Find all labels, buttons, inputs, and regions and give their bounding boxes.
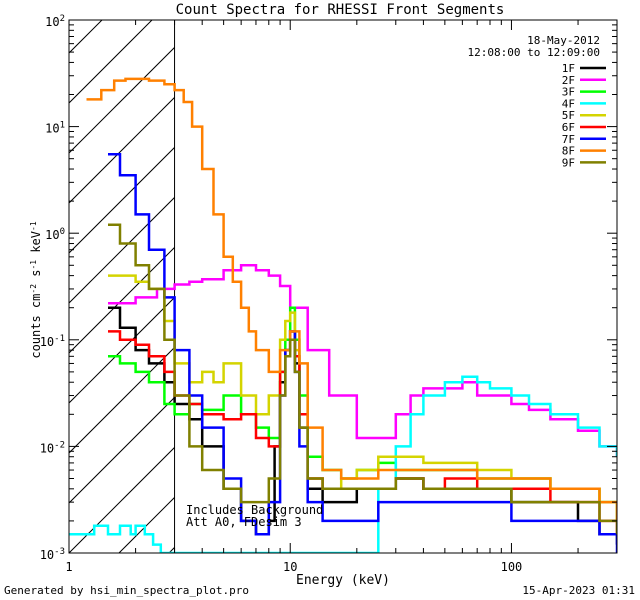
legend-label-2f: 2F	[562, 74, 575, 87]
hatch-line	[69, 396, 175, 504]
hatch-line	[369, 20, 640, 553]
legend-label-9f: 9F	[562, 156, 575, 169]
hatch-line	[419, 20, 640, 553]
hatch-line	[319, 20, 640, 553]
y-tick-label: 100	[45, 227, 65, 242]
hatch-line	[269, 20, 640, 553]
series-2f	[108, 264, 617, 457]
hatch-line	[69, 446, 175, 553]
series-5f	[108, 274, 617, 521]
y-axis-ticks: 10-3 10-2 10-1 100 101 102	[40, 14, 617, 562]
annotation-line-2: Att A0, FDesim 3	[186, 515, 302, 529]
x-axis-label: Energy (keV)	[296, 573, 390, 588]
legend-label-7f: 7F	[562, 133, 575, 146]
hatch-line	[69, 96, 175, 204]
chart-title: Count Spectra for RHESSI Front Segments	[176, 2, 505, 18]
legend-label-1f: 1F	[562, 62, 575, 75]
hatch-line	[0, 20, 52, 553]
hatch-line	[69, 146, 175, 254]
series-9f	[108, 223, 617, 535]
annotation-line-1: Includes Background	[186, 503, 323, 517]
series-6f	[108, 330, 617, 535]
plot-frame	[68, 19, 618, 554]
legend-label-8f: 8F	[562, 145, 575, 158]
hatch-line	[69, 346, 175, 454]
hatch-line	[69, 196, 175, 304]
series-4f	[69, 375, 617, 553]
header-time-range: 12:08:00 to 12:09:00	[468, 46, 600, 59]
y-tick-label: 101	[45, 121, 65, 136]
y-tick-label: 10-1	[40, 334, 65, 349]
series-8f	[86, 77, 617, 521]
hatch-line	[69, 46, 175, 154]
x-axis-ticks: 1 10 100	[65, 20, 618, 574]
series-7f	[108, 153, 617, 553]
legend-label-5f: 5F	[562, 109, 575, 122]
hatch-line	[0, 20, 2, 553]
header-date: 18-May-2012	[527, 34, 600, 47]
y-axis-label: counts cm-2 s-1 keV-1	[29, 221, 44, 358]
series-1f	[108, 306, 617, 545]
legend-label-3f: 3F	[562, 86, 575, 99]
footer-left: Generated by hsi_min_spectra_plot.pro	[4, 584, 249, 597]
legend-label-4f: 4F	[562, 97, 575, 110]
footer-right: 15-Apr-2023 01:31	[522, 584, 635, 597]
hatch-line	[69, 246, 175, 354]
y-tick-label: 102	[45, 14, 65, 29]
x-tick-label: 10	[283, 560, 297, 574]
hatch-line	[69, 296, 175, 404]
hatch-line	[69, 20, 153, 104]
series-lines	[69, 77, 617, 553]
legend-label-6f: 6F	[562, 121, 575, 134]
x-tick-label: 1	[65, 560, 72, 574]
x-tick-label: 100	[501, 560, 523, 574]
y-tick-label: 10-3	[40, 547, 65, 562]
y-tick-label: 10-2	[40, 440, 65, 455]
background-hatched-region	[0, 20, 640, 553]
